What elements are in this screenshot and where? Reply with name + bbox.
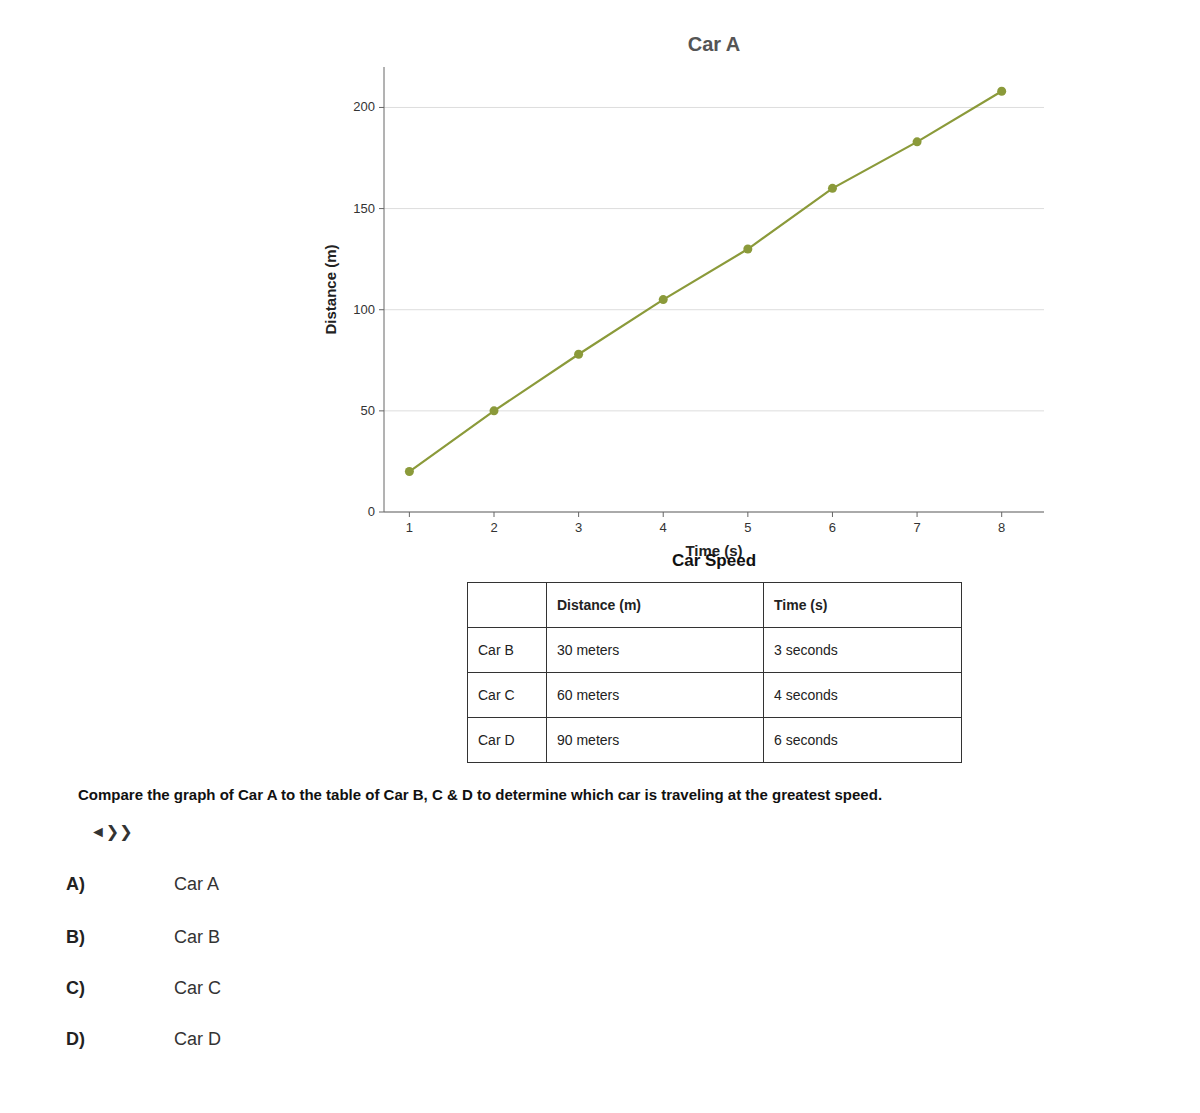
option-letter[interactable]: A): [66, 874, 85, 895]
table-cell: 4 seconds: [764, 673, 962, 718]
x-tick-label: 1: [406, 520, 413, 535]
option-letter[interactable]: D): [66, 1029, 85, 1050]
table-cell: Car C: [468, 673, 547, 718]
y-tick-label: 200: [353, 99, 375, 114]
y-tick-label: 50: [361, 403, 375, 418]
x-tick-label: 7: [913, 520, 920, 535]
table-cell: Car D: [468, 718, 547, 763]
option-text[interactable]: Car C: [174, 978, 221, 999]
table-cell: 30 meters: [547, 628, 764, 673]
option-text[interactable]: Car D: [174, 1029, 221, 1050]
page: Car A05010015020012345678Time (s)Distanc…: [0, 0, 1200, 1113]
table-row: Car D90 meters6 seconds: [468, 718, 962, 763]
option-letter[interactable]: C): [66, 978, 85, 999]
point: [490, 406, 499, 415]
y-axis-label: Distance (m): [322, 244, 339, 334]
grid-line: [384, 410, 1044, 411]
x-axis-line: [384, 512, 1044, 513]
question: Compare the graph of Car A to the table …: [78, 785, 1138, 805]
x-tick-label: 4: [660, 520, 667, 535]
table-cell: 6 seconds: [764, 718, 962, 763]
x-tick-label: 6: [829, 520, 836, 535]
y-tick: [379, 410, 384, 411]
point: [405, 467, 414, 476]
table-cell: 60 meters: [547, 673, 764, 718]
x-tick: [663, 512, 664, 517]
point: [743, 245, 752, 254]
table-row: Car C60 meters4 seconds: [468, 673, 962, 718]
y-tick-label: 150: [353, 201, 375, 216]
x-tick: [1001, 512, 1002, 517]
table-header-cell: Time (s): [764, 583, 962, 628]
table-cell: 3 seconds: [764, 628, 962, 673]
x-tick-label: 8: [998, 520, 1005, 535]
grid: [384, 107, 1044, 512]
y-axis-line: [384, 67, 385, 512]
x-tick: [409, 512, 410, 517]
y-tick-label: 100: [353, 302, 375, 317]
speaker-icon[interactable]: ◄❯❯: [90, 822, 133, 841]
option-letter[interactable]: B): [66, 927, 85, 948]
chart-title: Car A: [688, 33, 741, 55]
series: [405, 87, 1006, 476]
point: [659, 295, 668, 304]
table-title: Car Speed: [467, 551, 961, 571]
table-header-row: Distance (m)Time (s): [468, 583, 962, 628]
grid-line: [384, 107, 1044, 108]
x-tick: [917, 512, 918, 517]
table-cell: 90 meters: [547, 718, 764, 763]
x-tick: [747, 512, 748, 517]
x-tick-label: 2: [490, 520, 497, 535]
table-cell: Car B: [468, 628, 547, 673]
grid-line: [384, 309, 1044, 310]
y-tick: [379, 107, 384, 108]
axes: 0 50 100 150 200 1 2 3 4 5 6 7 8: [353, 67, 1044, 535]
y-tick: [379, 309, 384, 310]
x-tick: [578, 512, 579, 517]
grid-line: [384, 208, 1044, 209]
y-tick-label: 0: [368, 504, 375, 519]
point: [574, 350, 583, 359]
point: [913, 137, 922, 146]
y-tick: [379, 208, 384, 209]
x-tick: [832, 512, 833, 517]
table-header-cell: [468, 583, 547, 628]
option-text[interactable]: Car A: [174, 874, 219, 895]
point: [997, 87, 1006, 96]
y-tick: [379, 512, 384, 513]
x-tick: [494, 512, 495, 517]
line: [409, 91, 1001, 471]
x-tick-label: 3: [575, 520, 582, 535]
table: Distance (m)Time (s)Car B30 meters3 seco…: [467, 582, 962, 763]
option-text[interactable]: Car B: [174, 927, 220, 948]
point: [828, 184, 837, 193]
grid-line: [384, 512, 1044, 513]
chart: Car A05010015020012345678Time (s)Distanc…: [0, 0, 1200, 560]
table-row: Car B30 meters3 seconds: [468, 628, 962, 673]
x-tick-label: 5: [744, 520, 751, 535]
table-header-cell: Distance (m): [547, 583, 764, 628]
